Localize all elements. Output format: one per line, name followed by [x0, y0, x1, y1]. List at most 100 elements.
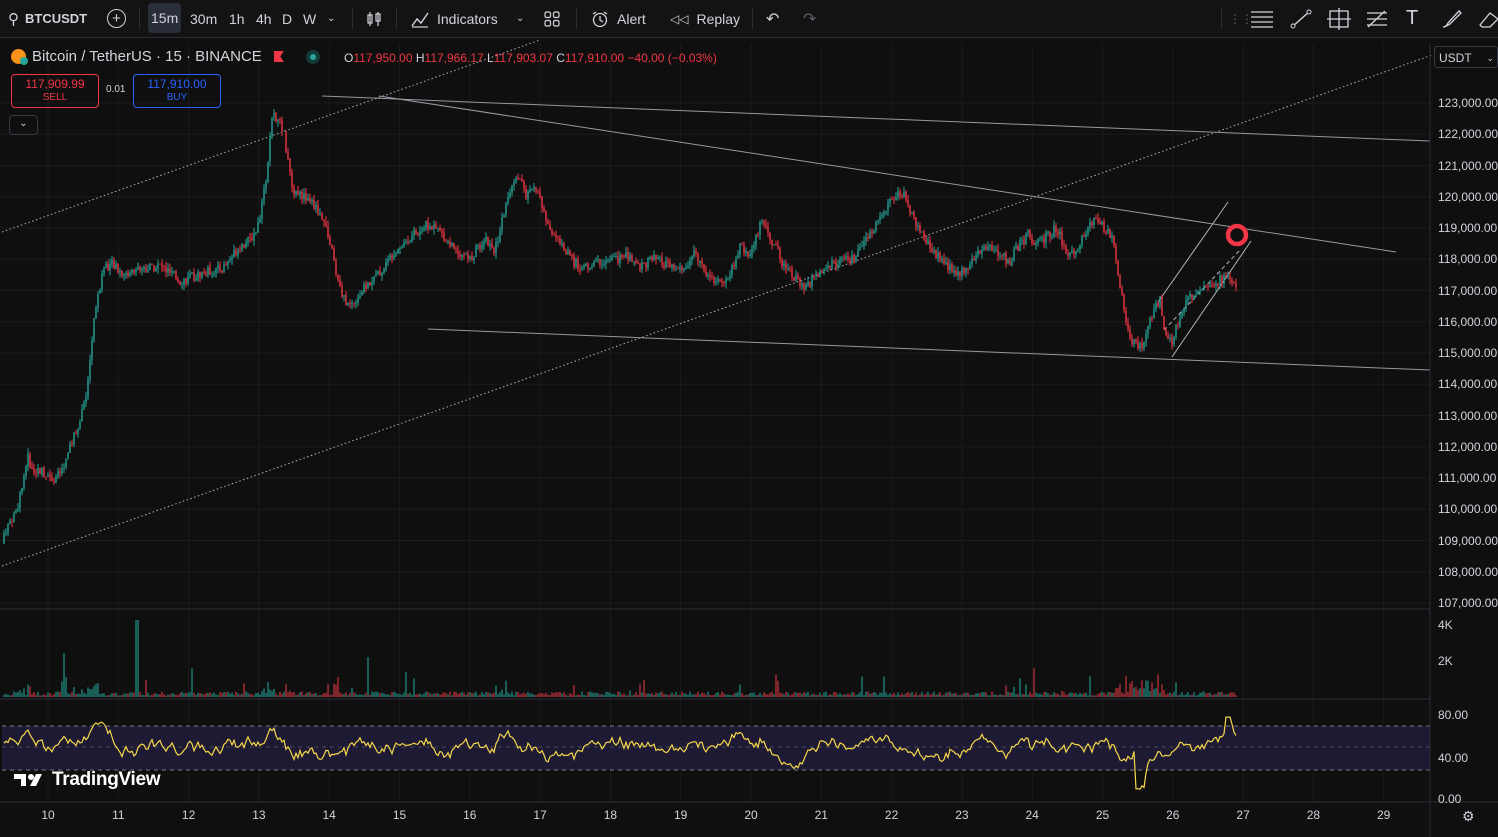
volume-bar: [903, 694, 905, 697]
volume-bar: [521, 693, 523, 697]
volume-bar: [113, 692, 115, 697]
volume-bar: [1147, 680, 1149, 697]
trend-line-tool[interactable]: [1289, 0, 1313, 37]
candle-body: [129, 272, 131, 276]
candle-body: [3, 533, 5, 544]
candle-body: [1009, 259, 1011, 266]
volume-bar: [837, 694, 839, 697]
candle-body: [815, 274, 817, 277]
volume-bar: [41, 695, 43, 697]
chart-type-button[interactable]: [365, 0, 383, 37]
sell-button[interactable]: 117,909.99 SELL: [11, 74, 99, 108]
volume-bar: [575, 695, 577, 697]
replay-button[interactable]: ◁◁ Replay: [670, 0, 740, 37]
candle-body: [1233, 283, 1235, 284]
candle-body: [173, 271, 175, 273]
volume-bar: [1021, 694, 1023, 697]
volume-bar: [1131, 681, 1133, 697]
candle-body: [905, 191, 907, 201]
chevron-down-icon: ⌄: [327, 13, 336, 24]
volume-bar: [631, 695, 633, 697]
buy-button[interactable]: 117,910.00 BUY: [133, 74, 221, 108]
volume-bar: [1213, 694, 1215, 697]
collapse-legend-button[interactable]: ⌄: [9, 115, 38, 135]
fib-tool[interactable]: [1365, 0, 1389, 37]
candle-body: [19, 492, 21, 509]
volume-bar: [1095, 695, 1097, 697]
add-symbol-button[interactable]: +: [107, 0, 126, 37]
undo-button[interactable]: ↶: [766, 0, 779, 37]
volume-bar: [65, 677, 67, 697]
volume-bar: [927, 691, 929, 697]
price-tick-label: 110,000.00: [1438, 502, 1498, 517]
timeframe-30m[interactable]: 30m: [190, 0, 217, 37]
candle-body: [9, 521, 11, 524]
candle-body: [847, 256, 849, 260]
candle-body: [531, 188, 533, 190]
volume-bar: [13, 691, 15, 697]
candle-body: [245, 242, 247, 248]
time-tick-label: 11: [112, 808, 125, 822]
crosshair-tool[interactable]: [1327, 0, 1351, 37]
candle-body: [1169, 337, 1171, 339]
volume-bar: [1003, 695, 1005, 697]
volume-bar: [767, 694, 769, 697]
volume-bar: [857, 694, 859, 697]
symbol-search[interactable]: ⚲ BTCUSDT: [8, 0, 87, 37]
timeframe-dropdown[interactable]: ⌄: [327, 0, 335, 37]
candle-body: [845, 256, 847, 259]
candle-body: [61, 468, 63, 474]
candle-body: [633, 261, 635, 262]
chart-area[interactable]: Bitcoin / TetherUS · 15 · BINANCE O117,9…: [0, 38, 1498, 837]
volume-bar: [1093, 695, 1095, 697]
candle-body: [1203, 286, 1205, 290]
volume-bar: [1045, 691, 1047, 697]
volume-bar: [163, 694, 165, 697]
volume-bar: [395, 692, 397, 697]
candle-body: [179, 281, 181, 285]
timeframe-4h[interactable]: 4h: [256, 0, 272, 37]
eraser-tool[interactable]: [1478, 0, 1498, 37]
candle-body: [441, 230, 443, 234]
candle-body: [729, 275, 731, 279]
volume-bar: [283, 691, 285, 697]
drag-handle[interactable]: ⋮⋮: [1229, 0, 1253, 37]
volume-bar: [225, 692, 227, 697]
candle-body: [1167, 335, 1169, 339]
timeframe-w[interactable]: W: [303, 0, 316, 37]
candle-body: [707, 275, 709, 276]
candle-body: [975, 255, 977, 261]
volume-bar: [257, 692, 259, 697]
symbol-legend[interactable]: Bitcoin / TetherUS · 15 · BINANCE: [11, 48, 320, 65]
currency-selector[interactable]: USDT ⌄: [1434, 46, 1498, 68]
candle-body: [683, 269, 685, 271]
text-tool[interactable]: T: [1406, 0, 1418, 37]
candle-body: [127, 272, 129, 276]
candle-body: [901, 195, 903, 198]
settings-button[interactable]: ⚙: [1462, 808, 1475, 825]
horizontal-lines-tool[interactable]: [1250, 0, 1274, 37]
layouts-button[interactable]: [543, 0, 561, 37]
target-marker[interactable]: [1225, 223, 1249, 247]
candle-body: [1021, 239, 1023, 241]
redo-button[interactable]: ↷: [803, 0, 816, 37]
volume-bar: [709, 694, 711, 697]
volume-bar: [995, 694, 997, 697]
volume-bar: [581, 691, 583, 697]
candle-body: [545, 211, 547, 221]
volume-bar: [819, 692, 821, 697]
candle-body: [753, 244, 755, 249]
brush-tool[interactable]: [1440, 0, 1464, 37]
timeframe-1h[interactable]: 1h: [229, 0, 245, 37]
timeframe-15m[interactable]: 15m: [148, 3, 182, 33]
candle-body: [1175, 325, 1177, 337]
chart-canvas[interactable]: [0, 38, 1498, 837]
indicators-dropdown[interactable]: ⌄: [516, 0, 524, 37]
indicators-button[interactable]: Indicators: [410, 0, 498, 37]
volume-bar: [477, 695, 479, 697]
alert-button[interactable]: Alert: [590, 0, 646, 37]
volume-bar: [845, 694, 847, 697]
volume-bar: [467, 692, 469, 697]
volume-bar: [1075, 693, 1077, 697]
timeframe-d[interactable]: D: [282, 0, 292, 37]
